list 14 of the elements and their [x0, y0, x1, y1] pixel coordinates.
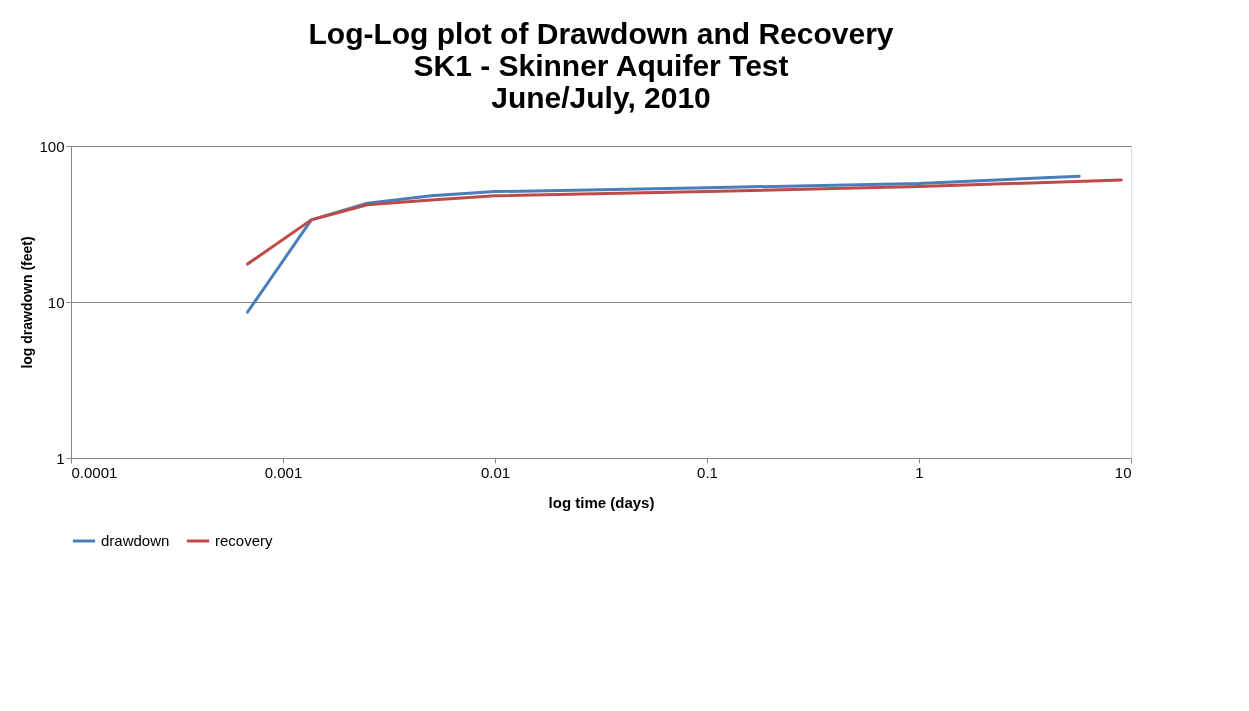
y-tick-label: 100: [39, 137, 65, 155]
x-tick-label: 1: [915, 463, 924, 481]
x-tick-label: 0.01: [480, 463, 511, 481]
y-axis-title: log drawdown (feet): [19, 236, 36, 369]
x-axis-title: log time (days): [548, 493, 655, 511]
y-tick-label: 10: [47, 293, 65, 311]
y-tick-label: 1: [56, 449, 65, 467]
x-tick-label: 0.1: [697, 463, 718, 481]
x-tick-label: 10: [1114, 463, 1132, 481]
legend-label: drawdown: [101, 532, 170, 549]
chart-title: Log-Log plot of Drawdown and Recovery SK1 - Skinner Aquifer Test June/July, 2010: [308, 17, 894, 114]
legend-label: recovery: [215, 532, 274, 549]
x-tick-label: 0.0001: [71, 463, 118, 481]
x-tick-label: 0.001: [264, 463, 303, 481]
